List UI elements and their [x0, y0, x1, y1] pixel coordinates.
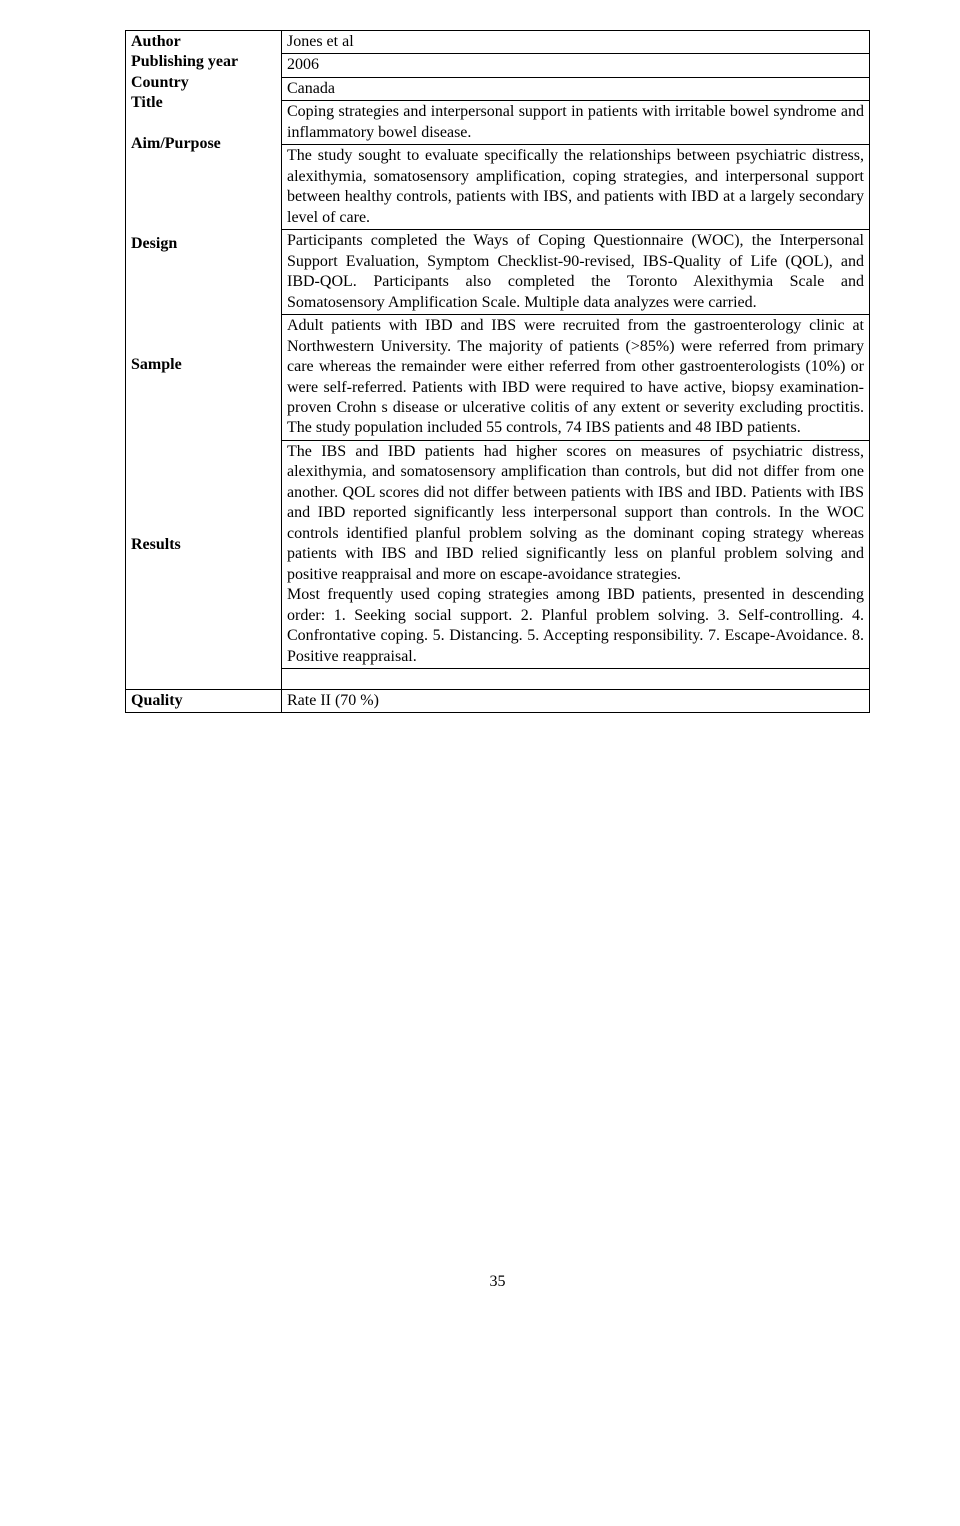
country-value: Canada — [282, 77, 870, 100]
spacer — [131, 154, 276, 234]
results-paragraph-1: The IBS and IBD patients had higher scor… — [287, 442, 864, 585]
aim-label: Aim/Purpose — [131, 134, 276, 154]
title-value: Coping strategies and interpersonal supp… — [282, 101, 870, 145]
table-row: Quality Rate II (70 %) — [126, 689, 870, 712]
author-label: Author — [131, 32, 276, 52]
table-row-spacer — [126, 669, 870, 690]
sample-value: Adult patients with IBD and IBS were rec… — [282, 315, 870, 441]
quality-value: Rate II (70 %) — [282, 689, 870, 712]
results-paragraph-2: Most frequently used coping strategies a… — [287, 585, 864, 667]
study-summary-table: Author Publishing year Country Title Aim… — [125, 30, 870, 713]
country-label: Country — [131, 73, 276, 93]
empty-label-cell — [126, 669, 282, 690]
spacer — [131, 375, 276, 535]
design-label: Design — [131, 234, 276, 254]
table-row: Author Publishing year Country Title Aim… — [126, 31, 870, 54]
author-value: Jones et al — [282, 31, 870, 54]
spacer — [131, 255, 276, 355]
results-label: Results — [131, 535, 276, 555]
page-number: 35 — [125, 1273, 870, 1291]
year-value: 2006 — [282, 54, 870, 77]
sample-label: Sample — [131, 355, 276, 375]
design-value: Participants completed the Ways of Copin… — [282, 230, 870, 315]
quality-label: Quality — [126, 689, 282, 712]
aim-value: The study sought to evaluate specificall… — [282, 145, 870, 230]
title-label: Title — [131, 93, 276, 113]
labels-cell-top: Author Publishing year Country Title Aim… — [126, 31, 282, 669]
empty-value-cell — [282, 669, 870, 690]
document-page: Author Publishing year Country Title Aim… — [0, 0, 960, 1331]
year-label: Publishing year — [131, 52, 276, 72]
spacer — [131, 114, 276, 134]
results-value: The IBS and IBD patients had higher scor… — [282, 440, 870, 668]
